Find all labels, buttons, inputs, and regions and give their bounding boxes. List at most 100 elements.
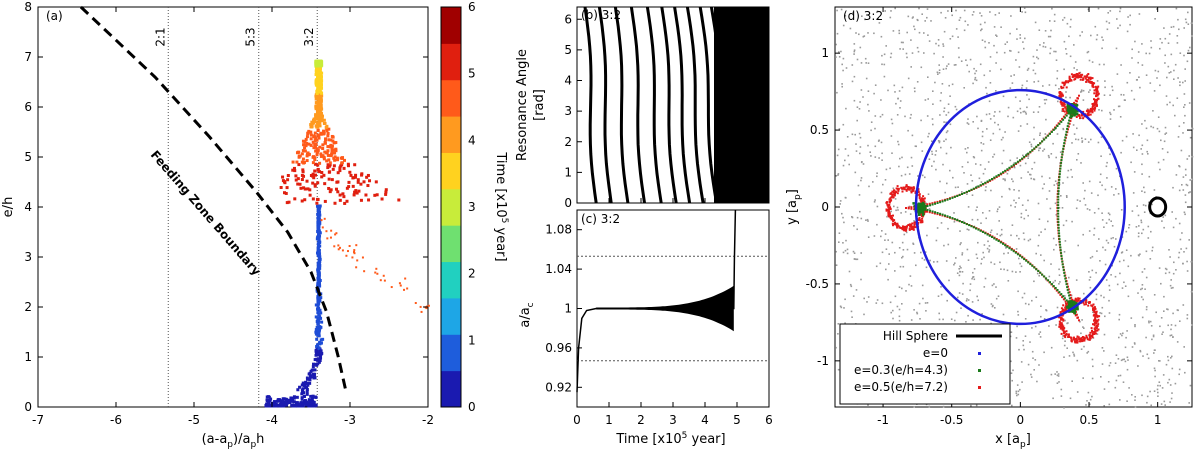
background-particle bbox=[1170, 53, 1173, 56]
scatter-point bbox=[390, 286, 393, 289]
background-particle bbox=[1086, 51, 1089, 54]
green-particle bbox=[1057, 201, 1060, 204]
panel-d-background-particles bbox=[835, 7, 1194, 409]
red-particle bbox=[1087, 304, 1090, 307]
background-particle bbox=[1141, 163, 1143, 166]
green-particle bbox=[941, 200, 944, 203]
background-particle bbox=[1018, 348, 1020, 351]
background-particle bbox=[915, 264, 917, 267]
scatter-point bbox=[307, 142, 311, 146]
background-particle bbox=[974, 78, 976, 81]
background-particle bbox=[1099, 260, 1101, 262]
red-particle bbox=[1093, 322, 1096, 325]
background-particle bbox=[860, 89, 863, 91]
background-particle bbox=[1144, 288, 1146, 290]
background-particle bbox=[1030, 177, 1032, 180]
background-particle bbox=[1145, 74, 1148, 76]
green-particle bbox=[913, 204, 916, 208]
background-particle bbox=[1130, 89, 1133, 92]
green-particle bbox=[917, 202, 921, 205]
red-particle bbox=[1078, 338, 1081, 340]
scatter-point bbox=[315, 89, 319, 93]
red-particle bbox=[931, 202, 934, 205]
red-particle bbox=[1082, 301, 1085, 304]
red-particle bbox=[894, 223, 897, 226]
green-particle bbox=[1069, 115, 1073, 119]
background-particle bbox=[1031, 168, 1033, 170]
red-particle bbox=[1067, 334, 1070, 337]
background-particle bbox=[1105, 20, 1108, 23]
scatter-point bbox=[404, 277, 407, 280]
x-tick-label: 3 bbox=[669, 413, 677, 427]
scatter-point bbox=[315, 67, 319, 71]
green-particle bbox=[1057, 209, 1060, 212]
background-particle bbox=[1109, 362, 1112, 364]
background-particle bbox=[1035, 296, 1038, 298]
scatter-point bbox=[327, 186, 331, 190]
background-particle bbox=[1000, 233, 1003, 236]
background-particle bbox=[837, 174, 839, 176]
scatter-point bbox=[305, 179, 309, 183]
scatter-point bbox=[267, 400, 271, 404]
red-particle bbox=[888, 212, 891, 215]
background-particle bbox=[1048, 84, 1051, 86]
background-particle bbox=[1081, 319, 1083, 321]
background-particle bbox=[908, 173, 911, 175]
background-particle bbox=[1090, 192, 1093, 194]
background-particle bbox=[1147, 153, 1149, 155]
background-particle bbox=[1065, 219, 1068, 222]
scatter-point bbox=[319, 90, 323, 94]
background-particle bbox=[842, 57, 845, 60]
background-particle bbox=[1029, 173, 1031, 176]
scatter-point bbox=[306, 131, 310, 135]
red-particle bbox=[1093, 309, 1096, 312]
background-particle bbox=[870, 121, 873, 123]
background-particle bbox=[1137, 232, 1140, 234]
background-particle bbox=[1008, 187, 1011, 190]
background-particle bbox=[1183, 27, 1185, 29]
scatter-point bbox=[427, 304, 430, 307]
green-particle bbox=[1067, 307, 1071, 310]
background-particle bbox=[1128, 226, 1130, 229]
background-particle bbox=[982, 212, 984, 214]
background-particle bbox=[923, 259, 926, 261]
background-particle bbox=[868, 110, 870, 112]
scatter-point bbox=[317, 243, 321, 247]
background-particle bbox=[854, 258, 856, 260]
scatter-point bbox=[313, 131, 317, 135]
background-particle bbox=[1038, 234, 1040, 237]
background-particle bbox=[841, 63, 843, 66]
red-particle bbox=[1059, 311, 1062, 314]
red-particle bbox=[1068, 80, 1071, 83]
background-particle bbox=[1125, 135, 1128, 138]
background-particle bbox=[1160, 139, 1162, 142]
scatter-point bbox=[317, 116, 321, 120]
background-particle bbox=[1018, 66, 1021, 68]
background-particle bbox=[998, 220, 1000, 222]
background-particle bbox=[937, 295, 940, 297]
scatter-point bbox=[367, 198, 371, 202]
scatter-point bbox=[315, 345, 319, 349]
scatter-point bbox=[311, 197, 315, 201]
red-particle bbox=[1087, 80, 1090, 83]
scatter-point bbox=[276, 398, 280, 402]
panel-c-series bbox=[576, 209, 737, 393]
scatter-point bbox=[419, 305, 422, 308]
background-particle bbox=[1121, 358, 1124, 361]
background-particle bbox=[861, 15, 863, 17]
background-particle bbox=[1140, 148, 1142, 150]
scatter-point bbox=[309, 125, 313, 129]
background-particle bbox=[1156, 388, 1159, 391]
background-particle bbox=[1129, 72, 1131, 74]
background-particle bbox=[1183, 54, 1185, 57]
red-particle bbox=[901, 187, 904, 190]
background-particle bbox=[1134, 406, 1137, 408]
background-particle bbox=[986, 92, 988, 95]
green-particle bbox=[1063, 297, 1066, 300]
background-particle bbox=[1138, 76, 1140, 78]
green-particle bbox=[970, 225, 973, 228]
scatter-point bbox=[314, 332, 318, 336]
scatter-point bbox=[406, 287, 409, 290]
red-particle bbox=[904, 229, 907, 232]
red-particle bbox=[1062, 86, 1065, 89]
